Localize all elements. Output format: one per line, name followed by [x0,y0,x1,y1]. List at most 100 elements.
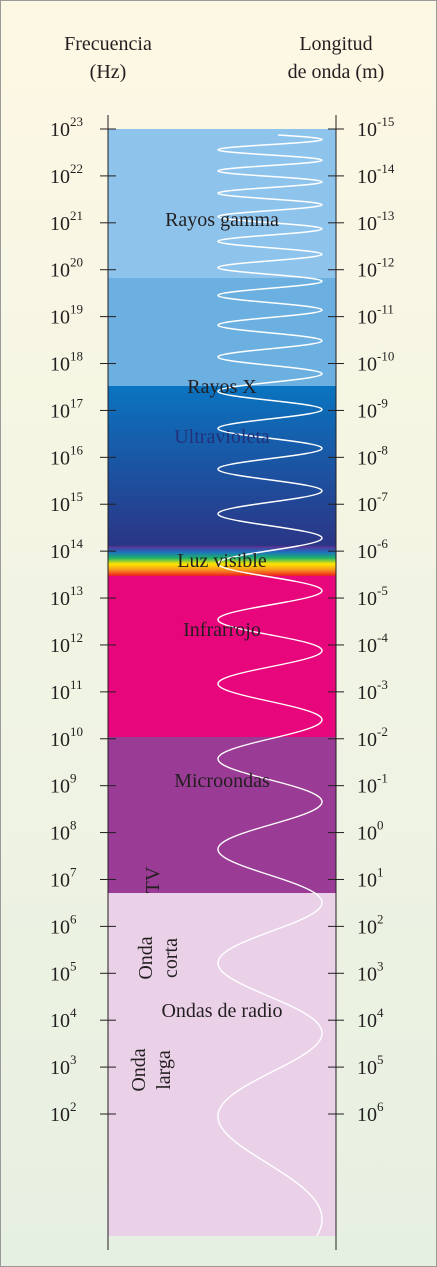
tick-exp: 3 [70,1052,77,1067]
tick-base: 10 [357,1104,377,1126]
tick-base: 10 [50,1104,70,1126]
tick-exp: 17 [70,395,84,410]
tick-base: 10 [357,166,377,188]
tick-exp: 6 [70,911,77,926]
tick-base: 10 [50,682,70,704]
tick-base: 10 [50,588,70,610]
tick-exp: 9 [70,771,77,786]
tick-exp: 4 [70,1005,77,1020]
tick-exp: -6 [377,536,388,551]
tick-base: 10 [50,776,70,798]
tick-exp: -4 [377,630,388,645]
tick-exp: 15 [70,489,83,504]
tick-exp: -1 [377,771,388,786]
tick-base: 10 [357,1057,377,1079]
tick-base: 10 [357,260,377,282]
tick-exp: 6 [377,1099,384,1114]
tick-base: 10 [357,776,377,798]
tick-exp: -3 [377,677,388,692]
tick-base: 10 [357,494,377,516]
tick-base: 10 [50,354,70,376]
header-frequency: Frecuencia [64,33,152,55]
tick-exp: 13 [70,583,83,598]
header-wavelength: Longitud [299,33,372,55]
tick-exp: 8 [70,818,77,833]
tick-exp: 16 [70,442,84,457]
tick-exp: -13 [377,208,394,223]
tick-base: 10 [357,869,377,891]
tick-exp: 5 [377,1052,384,1067]
spectrum-diagram: Frecuencia (Hz) Longitud de onda (m) Ray… [0,0,437,1267]
short-wave-label: Onda [135,936,157,979]
tick-exp: 10 [70,724,83,739]
xray-label: Rayos X [187,376,257,398]
tick-exp: -11 [377,302,394,317]
tick-base: 10 [50,166,70,188]
tick-base: 10 [357,963,377,985]
tick-base: 10 [50,869,70,891]
tick-base: 10 [50,307,70,329]
tick-base: 10 [50,494,70,516]
tick-exp: -5 [377,583,388,598]
long-wave-label: Onda [128,1048,150,1091]
header-frequency-unit: (Hz) [90,61,127,83]
microwave-label: Microondas [174,770,270,792]
tick-base: 10 [50,729,70,751]
tick-exp: 2 [377,911,384,926]
tick-exp: -9 [377,395,388,410]
tick-base: 10 [50,916,70,938]
tick-exp: -8 [377,442,388,457]
tick-base: 10 [357,354,377,376]
tick-exp: 1 [377,864,384,879]
tick-exp: -14 [377,161,395,176]
tick-exp: -2 [377,724,388,739]
tick-exp: 21 [70,208,83,223]
tick-base: 10 [357,823,377,845]
tick-exp: 18 [70,349,83,364]
tick-exp: 22 [70,161,83,176]
tick-base: 10 [50,823,70,845]
tick-base: 10 [357,729,377,751]
tick-base: 10 [357,400,377,422]
tick-exp: 4 [377,1005,384,1020]
long-wave-label: larga [153,1050,175,1090]
infrared-label: Infrarrojo [183,619,261,641]
tick-base: 10 [357,635,377,657]
tick-exp: -12 [377,255,394,270]
tick-exp: -7 [377,489,388,504]
infrared-band [108,576,336,737]
tick-base: 10 [50,1010,70,1032]
tick-base: 10 [50,119,70,141]
tick-base: 10 [50,541,70,563]
tick-exp: -15 [377,114,394,129]
tick-base: 10 [357,916,377,938]
tick-base: 10 [50,447,70,469]
tick-exp: 11 [70,677,83,692]
tick-base: 10 [50,963,70,985]
tick-base: 10 [357,1010,377,1032]
tick-base: 10 [50,213,70,235]
tick-exp: 20 [70,255,83,270]
tick-exp: 5 [70,958,77,973]
tick-exp: -10 [377,349,394,364]
tick-base: 10 [50,1057,70,1079]
tick-exp: 3 [377,958,384,973]
header-wavelength-unit: de onda (m) [288,61,385,83]
tick-exp: 0 [377,818,384,833]
visible-label: Luz visible [177,550,267,572]
tick-base: 10 [357,541,377,563]
tick-base: 10 [357,307,377,329]
tick-base: 10 [357,213,377,235]
tick-exp: 23 [70,114,83,129]
tick-exp: 14 [70,536,84,551]
tick-exp: 12 [70,630,83,645]
tick-base: 10 [357,682,377,704]
short-wave-label: corta [160,938,182,978]
tv-label: TV [142,866,164,893]
radio-label: Ondas de radio [161,1000,282,1022]
tick-exp: 2 [70,1099,77,1114]
tick-exp: 7 [70,864,77,879]
tick-base: 10 [50,260,70,282]
tick-base: 10 [357,119,377,141]
tick-base: 10 [357,447,377,469]
